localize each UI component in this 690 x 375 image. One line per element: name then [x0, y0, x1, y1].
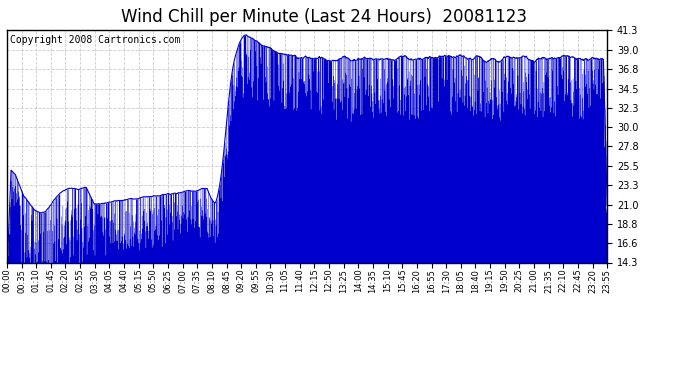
Text: Copyright 2008 Cartronics.com: Copyright 2008 Cartronics.com — [10, 34, 180, 45]
Text: Wind Chill per Minute (Last 24 Hours)  20081123: Wind Chill per Minute (Last 24 Hours) 20… — [121, 8, 527, 26]
